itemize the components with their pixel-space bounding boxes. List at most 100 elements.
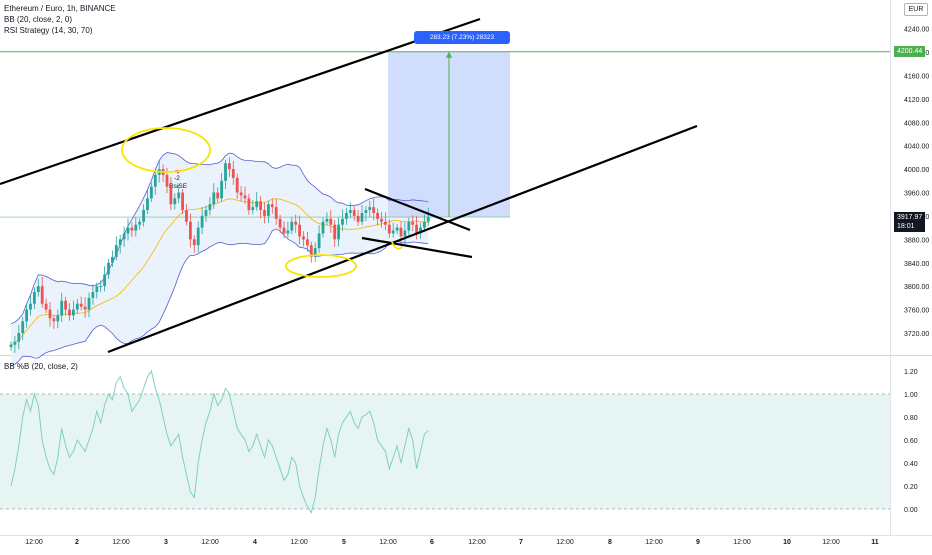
candle-body (68, 309, 71, 316)
candle-body (9, 344, 13, 348)
candle-body (56, 315, 60, 322)
candle-body (224, 163, 227, 181)
time-tick-label: 2 (75, 539, 79, 546)
candle-body (107, 262, 110, 275)
candle-body (208, 204, 212, 211)
time-tick-label: 8 (608, 539, 612, 546)
candle-body (196, 227, 200, 246)
time-tick-label: 6 (430, 539, 434, 546)
pctb-tick-label: 0.40 (904, 461, 918, 468)
candle-body (290, 221, 294, 231)
candle-body (130, 227, 134, 231)
candle-body (426, 217, 430, 222)
candle-body (263, 210, 266, 216)
bbpct-legend: BB %B (20, close, 2) (4, 361, 78, 372)
time-tick-label: 9 (696, 539, 700, 546)
candle-body (25, 309, 28, 322)
price-tick-label: 4240.00 (904, 27, 929, 34)
time-tick-label: 12:00 (556, 539, 574, 546)
candle-body (134, 224, 138, 231)
current-price: 3917.97 (897, 214, 923, 221)
highlight-circle-top (121, 127, 211, 173)
time-tick-label: 7 (519, 539, 523, 546)
candle-body (325, 218, 329, 222)
price-tick-label: 4040.00 (904, 144, 929, 151)
candle-body (114, 245, 118, 257)
candle-body (200, 215, 204, 228)
candle-body (274, 207, 278, 219)
candle-body (387, 224, 391, 234)
price-tick-label: 3760.00 (904, 308, 929, 315)
candle-body (29, 303, 32, 310)
signal-count-label: -2 (174, 175, 180, 182)
legend-symbol[interactable]: Ethereum / Euro, 1h, BINANCE (4, 4, 116, 13)
candle-body (411, 221, 415, 225)
candle-body (337, 224, 340, 240)
time-tick-label: 11 (871, 539, 879, 546)
candle-body (313, 248, 317, 257)
time-tick-label: 12:00 (25, 539, 43, 546)
candle-body (192, 239, 196, 246)
candle-body (177, 192, 181, 199)
candle-body (99, 286, 103, 288)
candle-body (239, 192, 243, 196)
candle-body (341, 218, 344, 225)
candle-body (142, 210, 145, 222)
candle-body (298, 224, 301, 237)
pctb-tick-label: 0.20 (904, 484, 918, 491)
candle-body (103, 274, 106, 287)
candle-body (220, 180, 223, 199)
time-tick-label: 12:00 (201, 539, 219, 546)
candle-body (95, 286, 99, 293)
candle-body (48, 309, 52, 319)
candle-body (79, 303, 83, 307)
time-tick-label: 5 (342, 539, 346, 546)
candle-body (17, 333, 21, 342)
legend-bb[interactable]: BB (20, close, 2, 0) (4, 15, 73, 24)
price-tick-label: 4120.00 (904, 97, 929, 104)
legend-bbpct[interactable]: BB %B (20, close, 2) (4, 362, 78, 371)
candle-body (270, 204, 274, 208)
candle-body (64, 300, 67, 310)
time-tick-label: 12:00 (379, 539, 397, 546)
candle-body (423, 221, 426, 228)
candle-body (165, 174, 169, 187)
candle-body (306, 239, 309, 246)
candle-body (228, 163, 231, 170)
candle-body (333, 224, 337, 240)
candle-body (329, 218, 333, 225)
currency-badge[interactable]: EUR (904, 3, 928, 16)
candle-body (286, 230, 290, 234)
pctb-tick-label: 1.00 (904, 392, 918, 399)
candle-body (399, 227, 403, 237)
legend-strategy[interactable]: RSI Strategy (14, 30, 70) (4, 26, 93, 35)
candle-body (87, 297, 91, 310)
candle-body (126, 227, 130, 234)
time-tick-label: 12:00 (822, 539, 840, 546)
candle-body (243, 195, 247, 199)
candle-body (40, 286, 44, 304)
candle-body (212, 192, 216, 205)
candle-body (364, 210, 368, 213)
candle-body (395, 227, 399, 231)
candle-body (169, 186, 173, 205)
signal-name-label: RsiSE (169, 183, 188, 190)
time-tick-label: 12:00 (468, 539, 486, 546)
candle-body (13, 341, 17, 345)
candle-body (204, 210, 208, 216)
candle-body (360, 212, 364, 222)
bb-basis-line (10, 198, 429, 346)
candle-body (384, 221, 387, 225)
candle-body (138, 221, 142, 225)
time-tick-label: 12:00 (645, 539, 663, 546)
candle-body (352, 210, 356, 216)
candle-body (282, 227, 286, 234)
candle-body (231, 169, 235, 178)
candle-body (216, 192, 220, 199)
price-tick-label: 3960.00 (904, 191, 929, 198)
pctb-line (10, 369, 429, 514)
price-tick-label: 4080.00 (904, 120, 929, 127)
candle-body (72, 309, 75, 316)
